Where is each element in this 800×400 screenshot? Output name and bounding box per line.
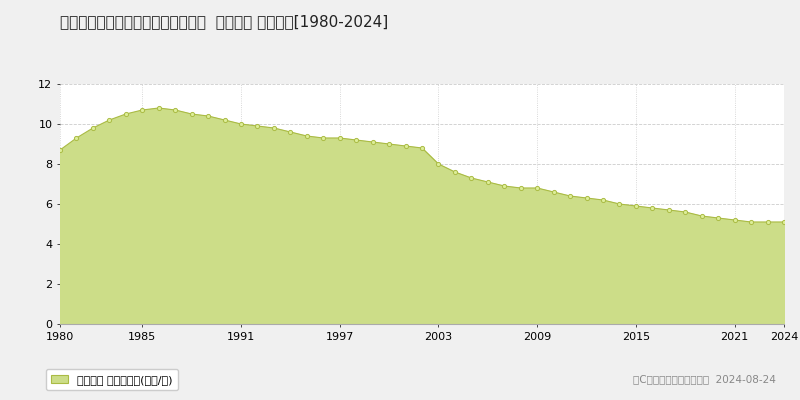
Text: （C）土地価格ドットコム  2024-08-24: （C）土地価格ドットコム 2024-08-24 [633,374,776,384]
Text: 北海道登別市常盤町１丁目３１番２  地価公示 地価推移[1980-2024]: 北海道登別市常盤町１丁目３１番２ 地価公示 地価推移[1980-2024] [60,14,388,29]
Legend: 地価公示 平均坪単価(万円/坪): 地価公示 平均坪単価(万円/坪) [46,369,178,390]
